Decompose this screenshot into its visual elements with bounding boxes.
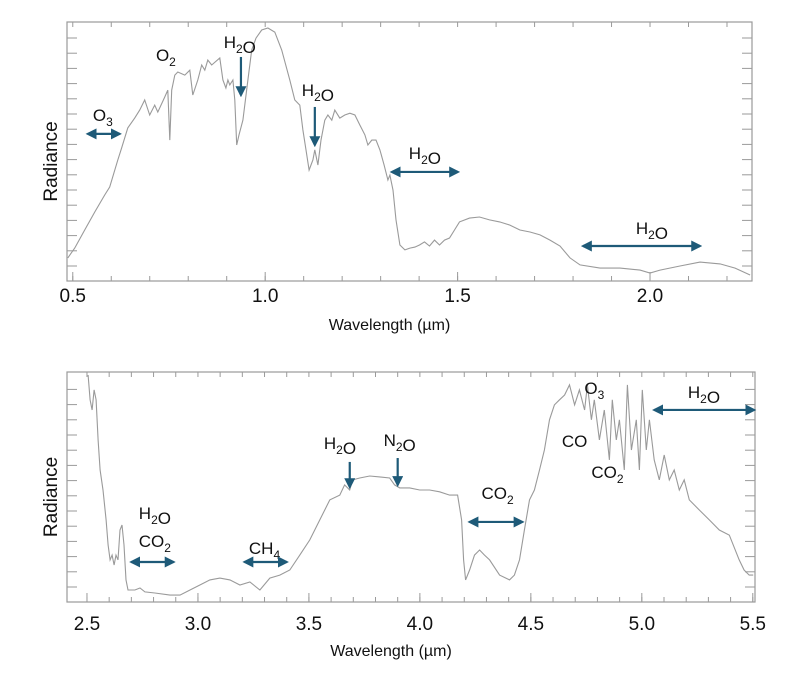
- infrared-spectrum-panel: 2.5 3.0 3.5 4.0 4.5 5.0 5.5 Wavelength (µm) Radi…: [41, 371, 766, 660]
- molecule-label: H2O: [636, 219, 668, 243]
- molecule-label: H2O: [224, 33, 256, 57]
- x-tick-label: 2.5: [74, 614, 100, 635]
- x-tick-label: 5.5: [740, 614, 766, 635]
- plot-frame: [66, 371, 756, 603]
- spectrum-line: [87, 374, 754, 596]
- molecule-label: CO2: [591, 463, 624, 486]
- y-axis-title: Radiance: [41, 457, 62, 537]
- x-tick-label: 3.5: [296, 614, 322, 635]
- x-tick-label: 0.5: [60, 286, 86, 307]
- molecule-label: H2O: [409, 144, 441, 168]
- x-tick-label: 1.5: [444, 286, 470, 307]
- molecule-label: H2O: [324, 434, 356, 458]
- molecule-label: H2O: [688, 383, 720, 407]
- molecule-label: CO: [562, 432, 588, 451]
- x-tick-label: 5.0: [629, 614, 655, 635]
- molecule-label: O3: [584, 379, 604, 402]
- y-axis-title: Radiance: [41, 121, 62, 201]
- spectrum-line: [67, 27, 751, 276]
- molecule-label: H2O: [302, 81, 334, 105]
- x-tick-label: 1.0: [252, 286, 278, 307]
- x-tick-label: 3.0: [185, 614, 211, 635]
- molecule-label: N2O: [384, 431, 416, 455]
- molecule-label: CH4: [249, 539, 281, 562]
- molecule-label: CO2: [139, 532, 172, 555]
- visible-nir-spectrum-panel: 0.5 1.0 1.5 2.0 Wavelength (µm) Radiance O3 O2 H…: [41, 21, 753, 334]
- molecule-label: O2: [156, 46, 176, 69]
- molecule-label: CO2: [481, 484, 513, 507]
- x-tick-label: 4.5: [518, 614, 544, 635]
- x-tick-label: 4.0: [407, 614, 433, 635]
- plot-frame: [66, 21, 753, 282]
- molecule-label: H2O: [139, 504, 171, 528]
- x-axis-title: Wavelength (µm): [329, 317, 451, 334]
- x-tick-label: 2.0: [637, 286, 663, 307]
- molecule-label: O3: [93, 106, 113, 129]
- x-axis-title: Wavelength (µm): [330, 643, 452, 660]
